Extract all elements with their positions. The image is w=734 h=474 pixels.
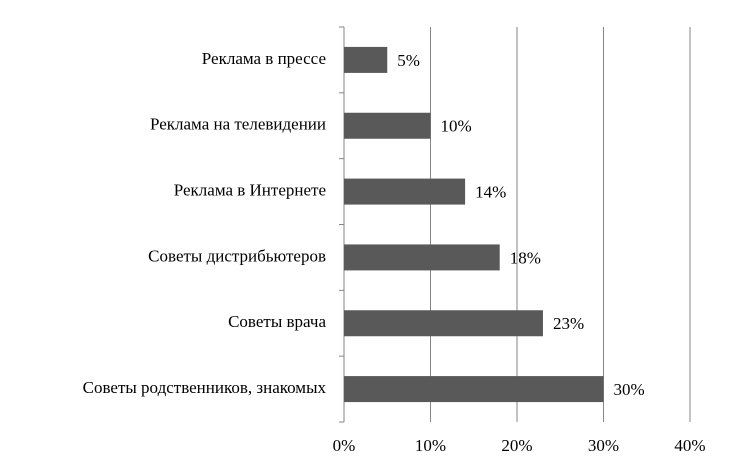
x-tick-label: 30% <box>588 436 619 455</box>
x-tick-label: 40% <box>674 436 705 455</box>
y-tick-label: Советы дистрибьютеров <box>148 246 326 265</box>
value-label: 18% <box>510 248 541 267</box>
y-tick-label: Реклама на телевидении <box>150 115 326 134</box>
x-tick-label: 20% <box>501 436 532 455</box>
bar <box>344 46 388 73</box>
value-label: 30% <box>614 380 645 399</box>
x-tick-label: 10% <box>415 436 446 455</box>
x-tick-label: 0% <box>333 436 356 455</box>
bar <box>344 112 431 139</box>
bar <box>344 310 543 337</box>
value-label: 14% <box>475 182 506 201</box>
bar <box>344 376 604 403</box>
y-tick-label: Советы врача <box>228 312 326 331</box>
value-label: 10% <box>441 117 472 136</box>
y-tick-label: Реклама в прессе <box>202 49 326 68</box>
y-tick-label: Советы родственников, знакомых <box>83 378 327 397</box>
bar <box>344 244 500 271</box>
value-label: 23% <box>553 314 584 333</box>
y-tick-label: Реклама в Интернете <box>174 180 326 199</box>
value-label: 5% <box>397 51 420 70</box>
bar <box>344 178 466 205</box>
